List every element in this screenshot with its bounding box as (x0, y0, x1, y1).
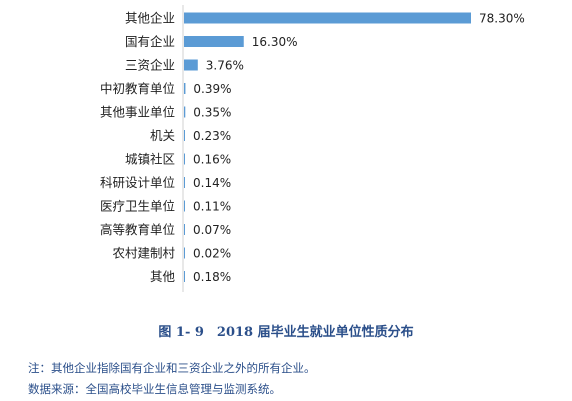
category-label: 国有企业 (125, 34, 175, 49)
category-label: 其他 (150, 269, 176, 284)
bar (184, 200, 185, 212)
data-label: 0.11% (193, 200, 231, 214)
data-label: 0.23% (193, 129, 231, 143)
data-label: 0.35% (193, 106, 231, 120)
category-label: 农村建制村 (112, 246, 175, 261)
bar (184, 224, 185, 235)
category-label: 科研设计单位 (100, 175, 175, 190)
category-label: 医疗卫生单位 (100, 199, 175, 214)
data-label: 0.14% (193, 176, 231, 190)
footnote: 注：其他企业指除国有企业和三资企业之外的所有企业。 (28, 361, 316, 375)
bar (184, 271, 185, 282)
data-label: 0.07% (193, 223, 231, 237)
chart-title: 图 1- 9 2018 届毕业生就业单位性质分布 (158, 325, 414, 340)
category-label: 其他事业单位 (100, 105, 175, 120)
bar (184, 130, 185, 141)
data-source-note: 数据来源：全国高校毕业生信息管理与监测系统。 (28, 382, 281, 396)
bar (184, 36, 244, 47)
bar (184, 247, 185, 259)
bar (184, 177, 185, 188)
data-label: 78.30% (479, 12, 525, 26)
category-label: 高等教育单位 (100, 222, 175, 237)
category-label: 其他企业 (125, 11, 175, 26)
data-label: 0.02% (193, 247, 231, 261)
category-label: 中初教育单位 (100, 81, 175, 96)
data-label: 0.16% (193, 153, 231, 167)
data-label: 3.76% (206, 59, 244, 73)
category-label: 三资企业 (125, 58, 175, 73)
bar (184, 59, 198, 71)
category-label: 城镇社区 (125, 152, 175, 167)
data-label: 16.30% (252, 35, 298, 49)
bar (184, 83, 186, 94)
data-label: 0.39% (193, 82, 231, 96)
data-label: 0.18% (193, 270, 231, 284)
bar (184, 12, 471, 24)
bar (184, 106, 186, 118)
bar (184, 153, 185, 165)
bar-chart: 其他企业 78.30% 国有企业 16.30% 三资企业 3.76% 中初教育单位 0.39%… (100, 5, 525, 292)
category-label: 机关 (150, 128, 175, 143)
